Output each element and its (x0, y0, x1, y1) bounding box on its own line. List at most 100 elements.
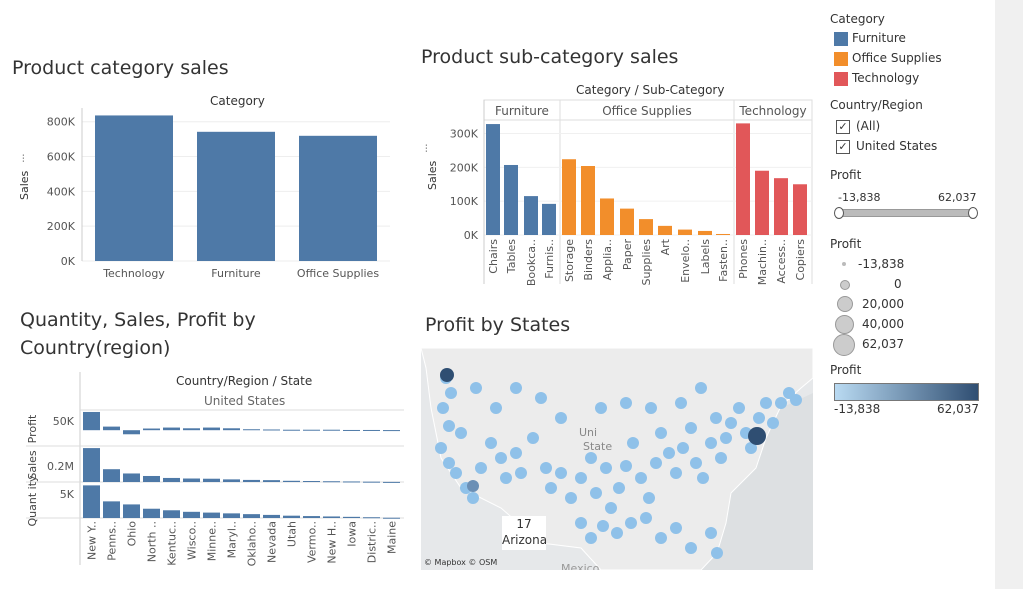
map-dot[interactable] (485, 437, 497, 449)
chart3-bar[interactable] (263, 429, 280, 431)
chart3-bar[interactable] (323, 429, 340, 431)
profit-slider-handle-max[interactable] (968, 207, 978, 219)
map-dot[interactable] (545, 482, 557, 494)
map-dot[interactable] (535, 392, 547, 404)
map-dot-dark[interactable] (467, 480, 479, 492)
map-dot[interactable] (611, 527, 623, 539)
map-dot[interactable] (467, 492, 479, 504)
map-dot[interactable] (455, 427, 467, 439)
map-dot[interactable] (620, 460, 632, 472)
chart3-bar[interactable] (163, 427, 180, 431)
map-dot[interactable] (575, 517, 587, 529)
chart3-bar[interactable] (143, 508, 160, 518)
map-dot[interactable] (685, 422, 697, 434)
chart3-bar[interactable] (343, 516, 360, 518)
chart3-bar[interactable] (103, 426, 120, 431)
map-dot[interactable] (645, 402, 657, 414)
chart2-sort-icon[interactable]: ⫶ (425, 144, 428, 155)
map-dot[interactable] (445, 387, 457, 399)
map-dot[interactable] (495, 452, 507, 464)
map-dot[interactable] (650, 457, 662, 469)
map-dot[interactable] (575, 472, 587, 484)
map-dot[interactable] (695, 382, 707, 394)
chart3-bar[interactable] (183, 478, 200, 483)
chart1-bar[interactable] (299, 135, 377, 261)
chart2-bar[interactable] (542, 203, 556, 235)
chart3-bar[interactable] (203, 478, 220, 482)
chart3-bar[interactable] (83, 485, 100, 518)
chart2-bar[interactable] (678, 229, 692, 235)
map-dot-dark[interactable] (748, 427, 766, 445)
chart3-bar[interactable] (143, 428, 160, 431)
map-dot[interactable] (435, 442, 447, 454)
chart3-bar[interactable] (223, 513, 240, 518)
map-dot[interactable] (625, 517, 637, 529)
map-dot[interactable] (475, 462, 487, 474)
chart3-bar[interactable] (303, 481, 320, 483)
chart2-bar[interactable] (486, 124, 500, 235)
chart2-bar[interactable] (562, 159, 576, 235)
chart3-bar[interactable] (183, 428, 200, 431)
map-dot[interactable] (490, 402, 502, 414)
chart3-bar[interactable] (363, 517, 380, 519)
chart2-bar[interactable] (620, 208, 634, 235)
chart2-bar[interactable] (504, 164, 518, 235)
chart3-bar[interactable] (123, 504, 140, 518)
map-dot[interactable] (510, 382, 522, 394)
map-dot[interactable] (555, 412, 567, 424)
chart3-bar[interactable] (263, 480, 280, 482)
map-dot[interactable] (745, 442, 757, 454)
map-dot[interactable] (711, 547, 723, 559)
chart2-bar[interactable] (755, 170, 769, 235)
map-dot[interactable] (675, 397, 687, 409)
map-dot[interactable] (690, 457, 702, 469)
chart3-bar[interactable] (103, 469, 120, 482)
map-dot[interactable] (437, 402, 449, 414)
map-dot[interactable] (705, 437, 717, 449)
map-dot[interactable] (670, 522, 682, 534)
checkbox-united-states[interactable]: ✓ (836, 140, 850, 154)
checkbox-all[interactable]: ✓ (836, 120, 850, 134)
chart3-bar[interactable] (223, 479, 240, 482)
chart3-bar[interactable] (243, 429, 260, 431)
chart3-bar[interactable] (363, 481, 380, 483)
map-dot[interactable] (655, 427, 667, 439)
chart3-bar[interactable] (363, 429, 380, 431)
chart1-sort-icon[interactable]: ⫶ (22, 154, 25, 165)
chart3-bar[interactable] (163, 477, 180, 482)
map-dot[interactable] (500, 472, 512, 484)
map-dot[interactable] (600, 462, 612, 474)
map-dot[interactable] (697, 472, 709, 484)
map-dot[interactable] (450, 467, 462, 479)
map-dot[interactable] (585, 532, 597, 544)
chart3-bar[interactable] (263, 514, 280, 518)
map-dot[interactable] (527, 432, 539, 444)
map-dot[interactable] (790, 394, 802, 406)
chart2-bar[interactable] (524, 196, 538, 235)
chart3-bar[interactable] (283, 429, 300, 431)
map-dot[interactable] (760, 397, 772, 409)
chart3-bar[interactable] (343, 481, 360, 483)
chart2-bar[interactable] (581, 166, 595, 235)
chart3-bar[interactable] (123, 473, 140, 482)
map-dot[interactable] (627, 437, 639, 449)
map-dot[interactable] (677, 442, 689, 454)
map-dot[interactable] (635, 472, 647, 484)
chart1-bar[interactable] (197, 131, 275, 261)
map-dot[interactable] (710, 412, 722, 424)
map-dot[interactable] (515, 467, 527, 479)
chart3-bar[interactable] (83, 411, 100, 431)
chart3-bar[interactable] (383, 481, 400, 483)
chart3-bar[interactable] (203, 512, 220, 518)
map-dot[interactable] (510, 447, 522, 459)
profit-slider-handle-min[interactable] (834, 207, 844, 219)
map-dot[interactable] (767, 417, 779, 429)
chart3-bar[interactable] (323, 516, 340, 518)
chart3-bar[interactable] (143, 475, 160, 482)
map-dot[interactable] (565, 492, 577, 504)
map-dot[interactable] (720, 432, 732, 444)
map-dot[interactable] (443, 457, 455, 469)
chart3-bar[interactable] (243, 514, 260, 518)
map-dot[interactable] (605, 502, 617, 514)
chart3-bar[interactable] (303, 429, 320, 431)
